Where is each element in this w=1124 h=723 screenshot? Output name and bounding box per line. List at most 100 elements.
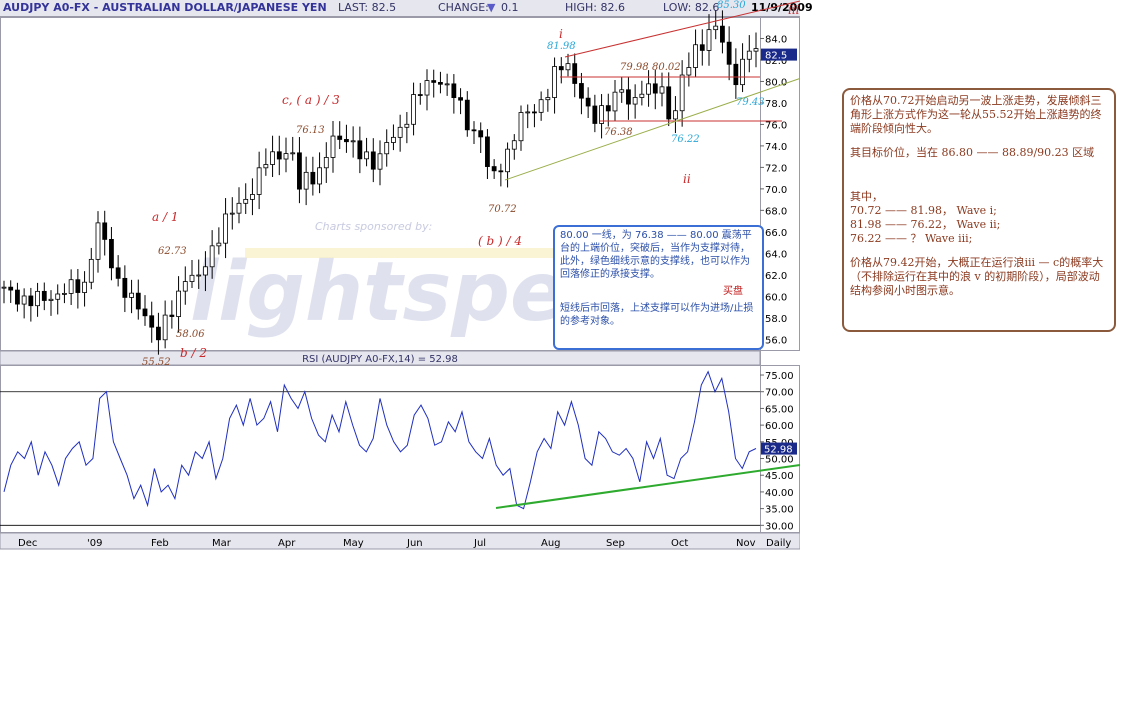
- price-candle: [344, 139, 349, 143]
- price-candle: [391, 136, 396, 143]
- last-price: LAST: 82.5: [338, 1, 397, 14]
- price-candle: [115, 267, 121, 279]
- price-candle: [176, 290, 181, 317]
- high-price: HIGH: 82.6: [565, 1, 626, 14]
- price-candle: [538, 99, 544, 113]
- analysis-paragraph-1: 价格从70.72开始启动另一波上涨走势，发展倾斜三角形上涨方式作为这一轮从55.…: [850, 94, 1102, 135]
- price-candle: [256, 167, 262, 195]
- price-candle: [726, 41, 732, 65]
- price-candle: [626, 89, 631, 105]
- price-candle: [41, 290, 47, 301]
- price-candle: [746, 50, 752, 60]
- price-y-tick-label: 82.0: [765, 56, 787, 67]
- price-candle: [357, 140, 363, 160]
- price-candle: [585, 97, 591, 107]
- price-candle: [417, 94, 423, 96]
- price-candle: [229, 212, 235, 215]
- price-candle: [276, 151, 282, 160]
- price-candle: [310, 171, 316, 185]
- chart-svg: Charts sponsored by:lightspeed84.082.080…: [0, 0, 800, 550]
- price-candle: [122, 277, 128, 298]
- rsi-line: [3, 370, 757, 510]
- rsi-trend-line: [495, 464, 800, 509]
- price-candle: [733, 63, 739, 86]
- price-candle: [384, 142, 390, 155]
- price-candle: [411, 94, 416, 125]
- price-candle: [404, 123, 410, 128]
- wave-label: b / 2: [180, 346, 207, 360]
- price-candle: [639, 93, 645, 98]
- price-candle: [283, 153, 289, 160]
- price-candle: [679, 74, 685, 112]
- price-candle: [491, 166, 497, 172]
- price-candle: [317, 167, 322, 185]
- price-candle: [666, 86, 672, 120]
- price-candle: [88, 258, 94, 283]
- price-y-tick-label: 78.0: [765, 99, 787, 110]
- price-candle: [659, 86, 665, 94]
- price-candle: [55, 293, 61, 300]
- watermark-sponsor: Charts sponsored by:: [315, 220, 432, 233]
- price-candle: [182, 281, 188, 292]
- price-y-tick-label: 70.0: [765, 185, 787, 196]
- price-candle: [451, 83, 457, 99]
- price-candle: [558, 66, 564, 71]
- price-y-tick-label: 58.0: [765, 314, 787, 325]
- price-candle: [605, 105, 611, 112]
- price-candle: [699, 44, 705, 51]
- price-candle: [129, 292, 134, 298]
- price-label: 79.98: [620, 62, 649, 73]
- price-candle: [1, 286, 7, 289]
- x-tick-label: Oct: [671, 538, 688, 549]
- price-candle: [505, 148, 510, 173]
- rsi-y-tick-label: 30.00: [765, 521, 794, 532]
- wave-label: ii: [683, 172, 691, 186]
- analysis-paragraph-4: 价格从79.42开始，大概正在运行浪iii — c的概率大（不排除运行在其中的浪…: [850, 256, 1104, 297]
- change-value: 0.1: [501, 1, 519, 14]
- price-candle: [498, 170, 504, 173]
- price-candle: [532, 111, 537, 114]
- watermark-stripe: [245, 248, 555, 258]
- price-candle: [673, 110, 678, 120]
- price-candle: [62, 292, 67, 295]
- symbol-title: AUDJPY A0-FX - AUSTRALIAN DOLLAR/JAPANES…: [3, 1, 327, 14]
- price-candle: [485, 136, 490, 167]
- price-candle: [646, 83, 651, 95]
- support-note-followup: 短线后市回落，上述支撑可以作为进场/止损的参考对象。: [560, 303, 754, 327]
- low-price: LOW: 82.6: [663, 1, 720, 14]
- x-tick-label: '09: [87, 538, 102, 549]
- price-y-tick-label: 74.0: [765, 142, 787, 153]
- price-label: 76.38: [604, 127, 633, 138]
- price-candle: [236, 202, 242, 214]
- rsi-y-tick-label: 35.00: [765, 505, 794, 516]
- x-axis-bar: [0, 532, 800, 550]
- wave-label: iii: [788, 3, 800, 17]
- price-candle: [370, 151, 376, 170]
- price-candle: [511, 140, 517, 150]
- price-y-tick-label: 72.0: [765, 163, 787, 174]
- price-candle: [686, 67, 692, 76]
- price-candle: [364, 151, 369, 160]
- rsi-y-tick-label: 40.00: [765, 488, 794, 499]
- last-price-label: 82.5: [765, 51, 787, 62]
- rsi-y-tick-label: 70.00: [765, 388, 794, 399]
- price-candle: [552, 66, 557, 98]
- x-tick-label: Dec: [18, 538, 37, 549]
- wave-label: a / 1: [152, 210, 178, 224]
- price-candle: [82, 281, 87, 293]
- wave-label: ( b ) / 4: [478, 234, 522, 248]
- price-candle: [693, 44, 698, 68]
- price-candle: [263, 164, 269, 169]
- rsi-plot-area: [0, 365, 800, 533]
- price-candle: [196, 274, 202, 277]
- price-y-tick-label: 76.0: [765, 120, 787, 131]
- rsi-y-tick-label: 65.00: [765, 404, 794, 415]
- price-candle: [740, 58, 745, 86]
- price-candle: [303, 171, 309, 190]
- price-candle: [438, 82, 443, 85]
- price-label: 55.52: [142, 357, 171, 368]
- upper-channel-line: [564, 0, 800, 58]
- price-label: 79.43: [736, 97, 765, 108]
- price-candle: [223, 213, 228, 244]
- price-candle: [377, 153, 383, 170]
